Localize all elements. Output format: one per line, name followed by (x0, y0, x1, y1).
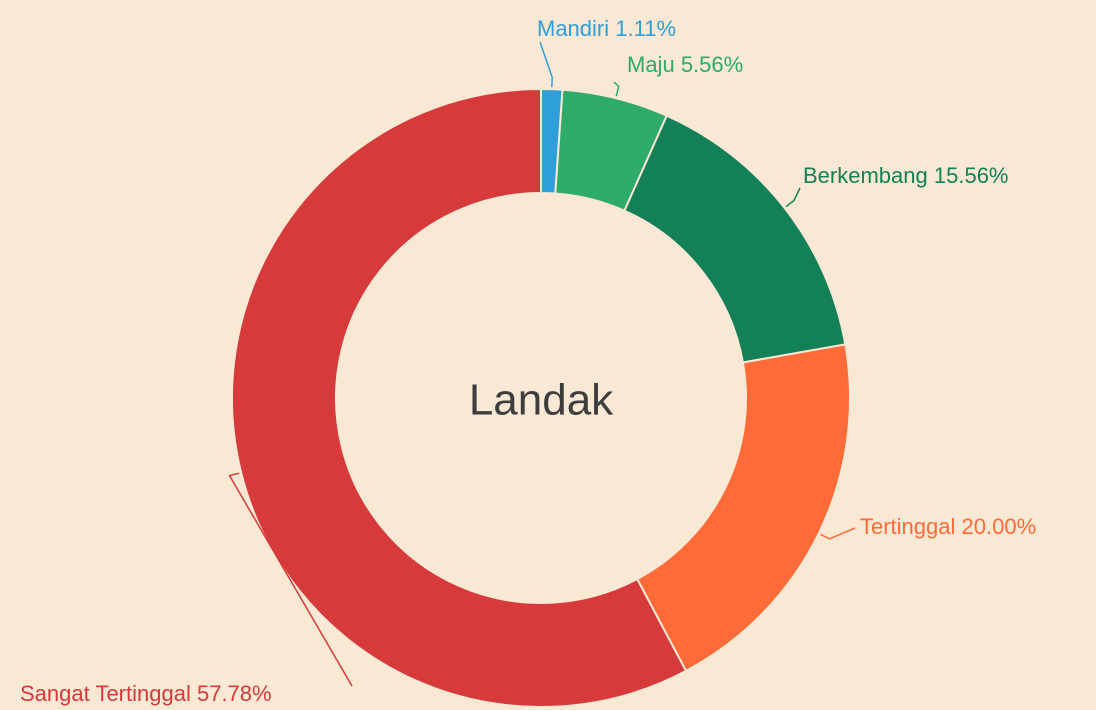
slice-label: Sangat Tertinggal 57.78% (20, 681, 272, 706)
leader-line (228, 472, 353, 687)
label-name: Maju (627, 52, 675, 77)
leader-line (613, 81, 620, 97)
slice-label: Mandiri 1.11% (537, 16, 676, 41)
slice-label: Tertinggal 20.00% (860, 514, 1036, 539)
label-value: 15.56% (934, 163, 1009, 188)
label-value: 1.11% (615, 16, 676, 41)
label-name: Sangat Tertinggal (20, 681, 191, 706)
center-title: Landak (469, 376, 614, 425)
slice-label: Maju 5.56% (627, 52, 743, 77)
slice (231, 87, 688, 708)
leader-line (785, 187, 801, 208)
label-value: 57.78% (197, 681, 272, 706)
label-name: Berkembang (803, 163, 928, 188)
slice (635, 343, 851, 673)
label-value: 5.56% (681, 52, 743, 77)
label-value: 20.00% (962, 514, 1037, 539)
slice-label: Berkembang 15.56% (803, 163, 1009, 188)
label-name: Mandiri (537, 16, 609, 41)
leader-line (820, 527, 856, 540)
label-name: Tertinggal (860, 514, 955, 539)
leader-line (539, 41, 553, 88)
